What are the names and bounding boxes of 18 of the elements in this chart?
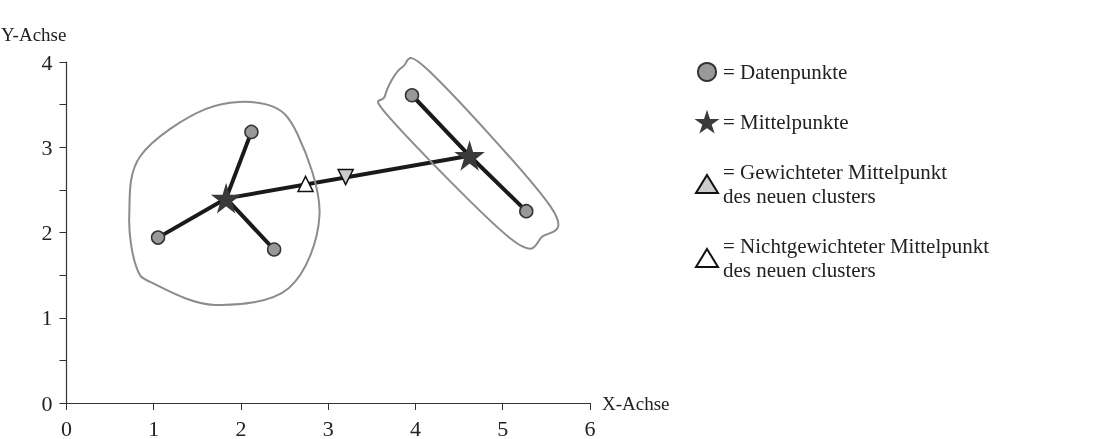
legend-label: = Mittelpunkte: [723, 110, 849, 134]
y-axis-title: Y-Achse: [0, 24, 67, 45]
x-tick-label: 1: [148, 415, 160, 439]
y-tick-label: 0: [41, 390, 53, 416]
x-tick-label: 0: [60, 415, 72, 439]
x-tick-label: 2: [235, 415, 247, 439]
x-tick-label: 4: [409, 415, 421, 439]
x-axis-title: X-Achse: [602, 392, 670, 414]
y-tick-label: 1: [41, 305, 53, 331]
x-tick-label: 6: [584, 415, 596, 439]
x-tick-label: 3: [322, 415, 334, 439]
y-tick-label: 4: [41, 49, 53, 75]
legend-label: = Gewichteter Mittelpunkt des neuen clusters: [723, 160, 948, 208]
legend-label: = Datenpunkte: [723, 60, 848, 84]
y-tick-label: 2: [41, 220, 53, 245]
y-tick-label: 3: [41, 134, 53, 160]
x-tick-label: 5: [497, 415, 509, 439]
legend-label: = Nichtgewichteter Mittelpunkt des neuen clusters: [723, 234, 990, 282]
